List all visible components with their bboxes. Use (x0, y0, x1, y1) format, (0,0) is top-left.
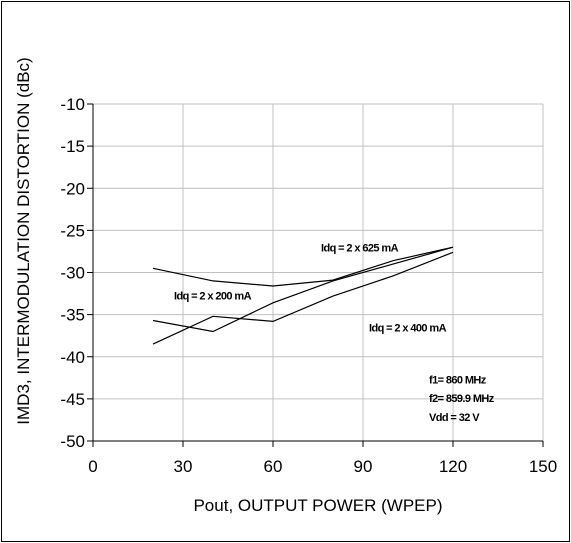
grid (92, 103, 544, 442)
annotation-label: Idq = 2 x 400 mA (369, 322, 447, 334)
annotation-label: Idq = 2 x 200 mA (174, 290, 252, 302)
series-line (152, 246, 454, 333)
y-tick-label: -40 (60, 348, 85, 367)
annotations: Idq = 2 x 625 mA Idq = 2 x 200 mA Idq = 2 … (174, 242, 495, 423)
y-tick-label: -25 (60, 221, 85, 240)
annotation-label: Vdd = 32 V (429, 412, 480, 424)
tick-labels: 0 30 60 90 120 150 -10 -15 -20 -25 -30 -35 -40 -45 -50 (60, 95, 557, 476)
x-tick-label: 0 (88, 457, 97, 476)
series-line (152, 251, 454, 345)
x-tick-label: 120 (439, 457, 467, 476)
x-tick-label: 150 (529, 457, 557, 476)
annotation-label: f1= 860 MHz (429, 375, 487, 387)
axes (87, 103, 544, 447)
annotation-label: Idq = 2 x 625 mA (321, 242, 399, 254)
y-tick-label: -30 (60, 264, 85, 283)
y-tick-label: -35 (60, 306, 85, 325)
y-tick-label: -15 (60, 137, 85, 156)
series-line (152, 246, 454, 287)
x-axis-title: Pout, OUTPUT POWER (WPEP) (193, 496, 442, 515)
x-tick-label: 90 (354, 457, 373, 476)
y-tick-label: -20 (60, 179, 85, 198)
series-group (152, 246, 454, 345)
annotation-label: f2= 859.9 MHz (429, 393, 495, 405)
y-axis-title: IMD3, INTERMODULATION DISTORTION (dBc) (14, 57, 33, 424)
x-tick-label: 60 (264, 457, 283, 476)
x-tick-label: 30 (174, 457, 193, 476)
y-tick-label: -50 (60, 432, 85, 451)
y-tick-label: -45 (60, 390, 85, 409)
y-tick-label: -10 (60, 95, 85, 114)
